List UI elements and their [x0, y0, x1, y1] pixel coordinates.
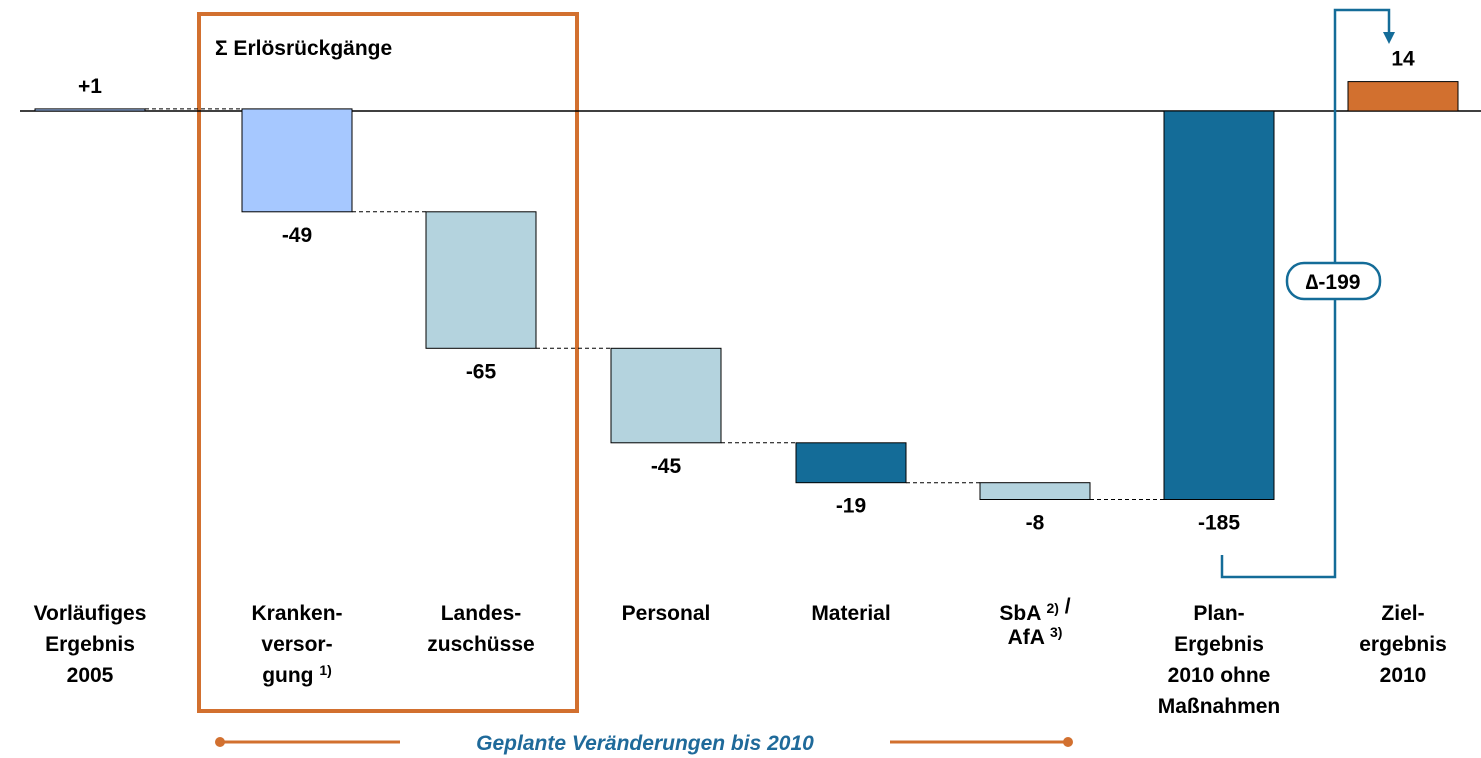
label-part: Material — [811, 602, 890, 625]
value-label: -185 — [1198, 512, 1240, 535]
footnote: 2) — [1046, 600, 1058, 616]
value-label: -45 — [651, 455, 682, 478]
bar — [34, 108, 146, 112]
arrow-head — [1383, 32, 1395, 44]
value-label: +1 — [78, 75, 102, 98]
delta-bubble — [1285, 261, 1382, 301]
value-label: -8 — [1026, 512, 1045, 535]
label-line: ergebnis — [1359, 633, 1447, 656]
label-part: 2010 — [1380, 664, 1427, 687]
label-part: 2005 — [67, 664, 114, 687]
value-label: 14 — [1391, 48, 1415, 71]
label-part: / — [1059, 595, 1071, 618]
label-line: AfA 3) — [1008, 624, 1063, 649]
subtitle: Geplante Veränderungen bis 2010 — [476, 732, 814, 755]
label-line: Personal — [622, 602, 711, 625]
label-part: Ziel- — [1381, 602, 1424, 625]
x-tick-label: Personal — [622, 602, 711, 625]
bar — [610, 347, 722, 444]
value-label: -49 — [282, 224, 312, 247]
label-line: SbA 2) / — [999, 595, 1070, 625]
group-box — [197, 12, 579, 713]
label-part: Kranken- — [251, 602, 342, 625]
label-line: Maßnahmen — [1158, 695, 1281, 718]
label-line: zuschüsse — [427, 633, 534, 656]
label-line: Landes- — [441, 602, 522, 625]
label-line: 2010 ohne — [1168, 664, 1271, 687]
label-part: 2010 ohne — [1168, 664, 1271, 687]
label-part: ergebnis — [1359, 633, 1447, 656]
label-part: gung — [262, 664, 319, 687]
value-label: -65 — [466, 360, 497, 383]
label-part: Plan- — [1193, 602, 1244, 625]
range-dot — [1063, 737, 1073, 747]
label-line: versor- — [261, 633, 332, 656]
label-part: Ergebnis — [45, 633, 135, 656]
x-tick-label: Plan- Ergebnis 2010 ohne Maßnahmen — [1158, 602, 1281, 718]
label-part: Landes- — [441, 602, 522, 625]
label-part: versor- — [261, 633, 332, 656]
label-part: SbA — [999, 602, 1046, 625]
bar — [425, 211, 537, 349]
label-line: Vorläufiges — [34, 602, 147, 625]
label-line: Ziel- — [1381, 602, 1424, 625]
footnote: 3) — [1050, 624, 1062, 640]
footnote: 1) — [319, 662, 331, 678]
label-part: Ergebnis — [1174, 633, 1264, 656]
x-tick-label: Ziel-ergebnis 2010 — [1359, 602, 1447, 687]
label-line: Material — [811, 602, 890, 625]
value-label: -19 — [836, 495, 866, 518]
bar — [979, 482, 1091, 501]
label-part: Personal — [622, 602, 711, 625]
label-line: Kranken- — [251, 602, 342, 625]
bar — [1163, 110, 1275, 500]
label-part: AfA — [1008, 626, 1050, 649]
label-line: Ergebnis — [1174, 633, 1264, 656]
label-part: Vorläufiges — [34, 602, 147, 625]
x-tick-label: Kranken-versor-gung 1) — [251, 602, 342, 687]
label-line: Plan- — [1193, 602, 1244, 625]
range-dot — [215, 737, 225, 747]
bar — [795, 442, 907, 484]
delta-label: ∆-199 — [1306, 271, 1361, 294]
x-tick-label: Vorläufiges Ergebnis 2005 — [34, 602, 147, 687]
bar — [1347, 81, 1459, 112]
label-line: Ergebnis — [45, 633, 135, 656]
label-line: 2010 — [1380, 664, 1427, 687]
chart-title: Σ Erlösrückgänge — [215, 37, 392, 60]
x-tick-label: Material — [811, 602, 890, 625]
label-part: Maßnahmen — [1158, 695, 1281, 718]
subtitle-bg — [400, 728, 890, 756]
label-line: 2005 — [67, 664, 114, 687]
x-tick-label: SbA 2) / AfA 3) — [999, 595, 1070, 649]
label-line: gung 1) — [262, 662, 332, 687]
label-part: zuschüsse — [427, 633, 534, 656]
x-tick-label: Landes-zuschüsse — [427, 602, 534, 656]
bar — [241, 108, 353, 213]
